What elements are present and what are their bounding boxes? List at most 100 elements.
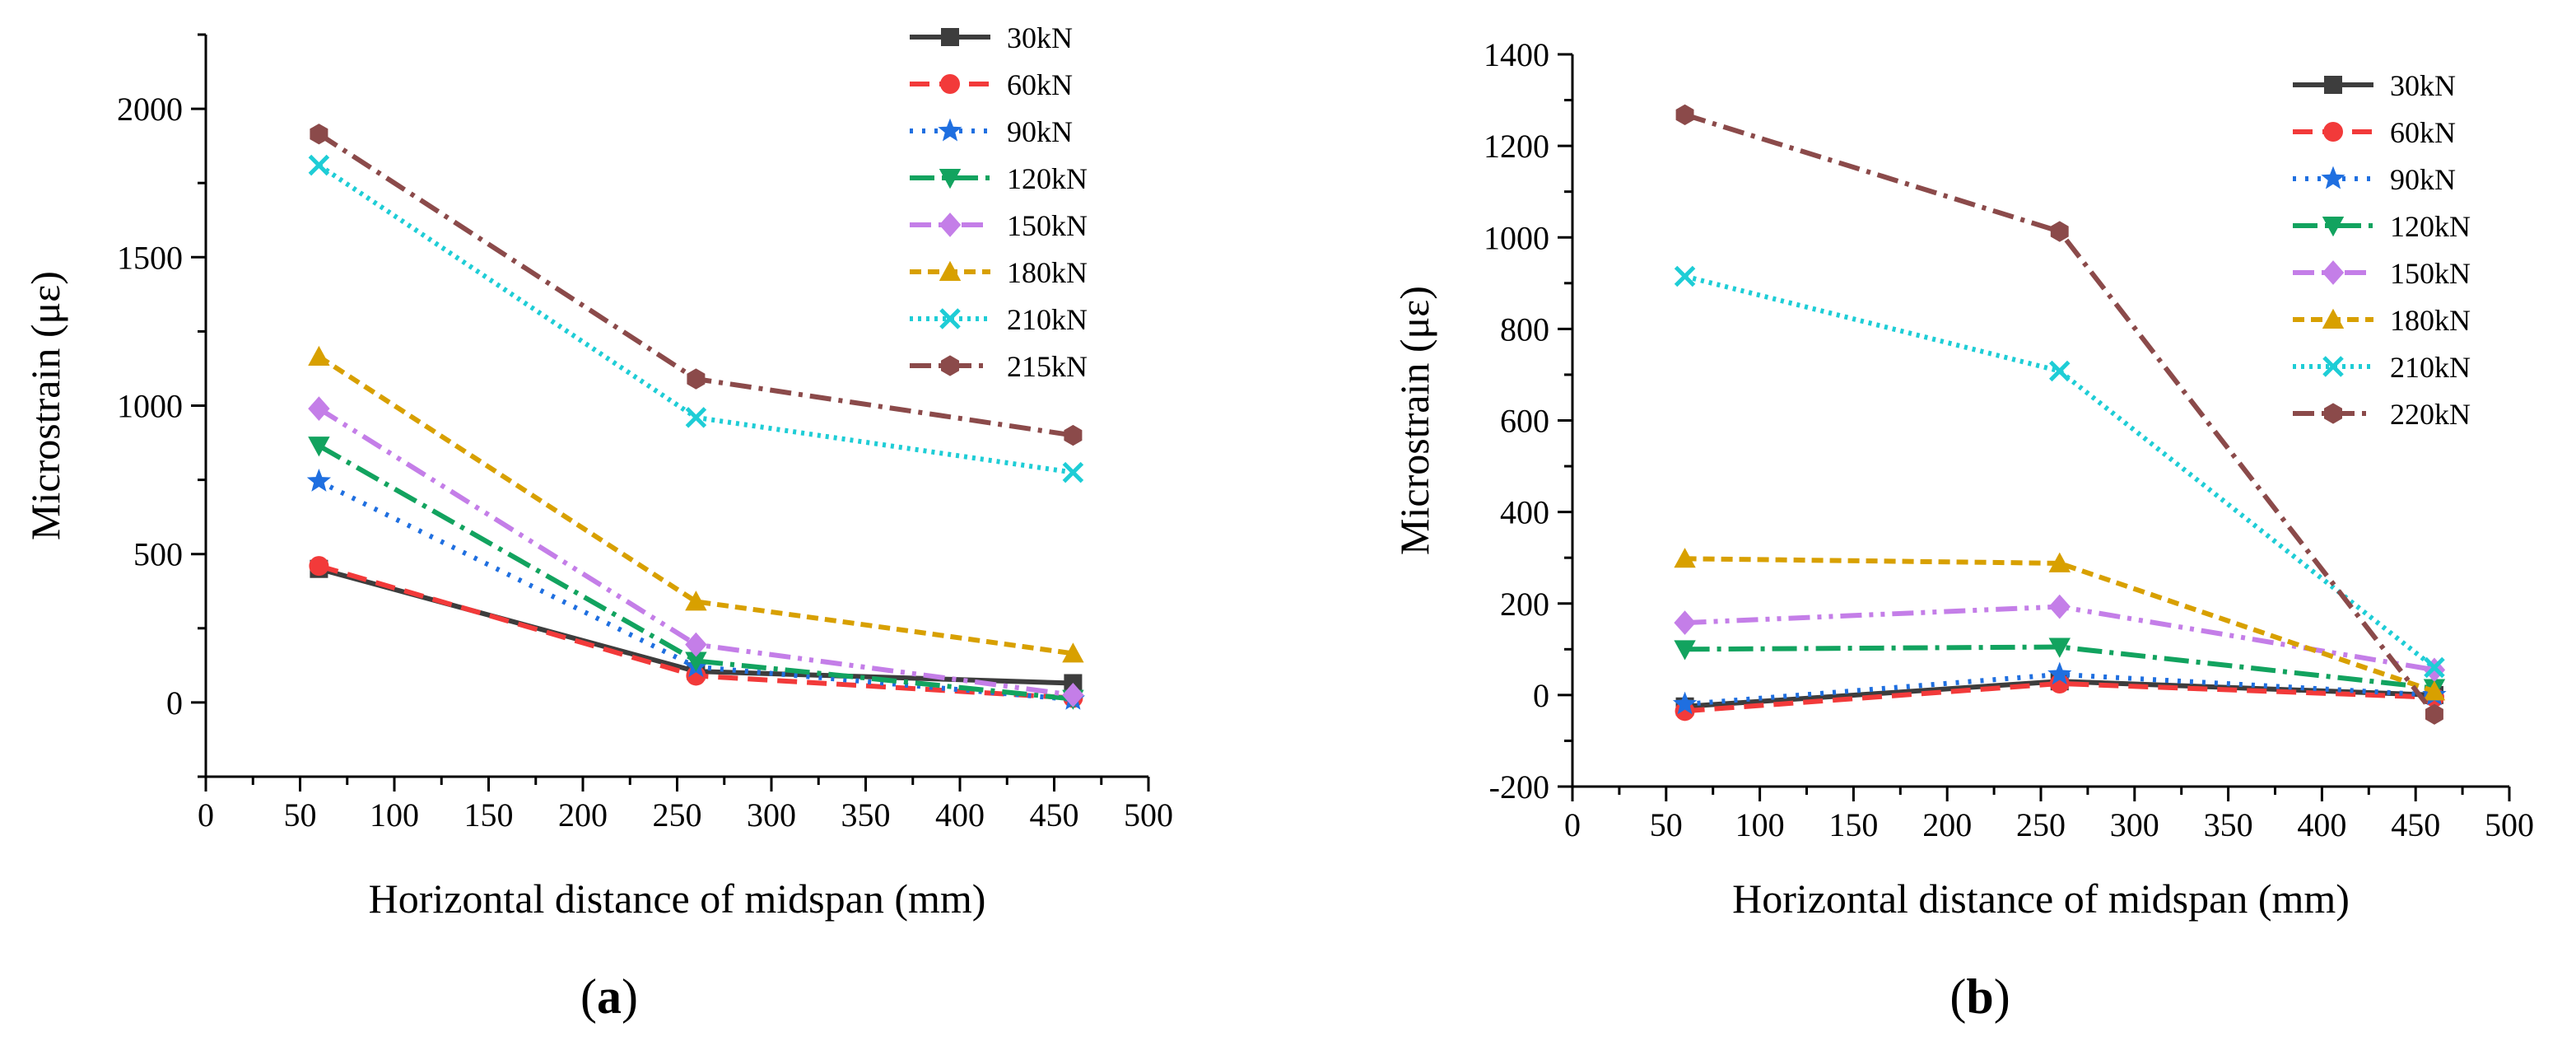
data-point-210kN — [1674, 265, 1696, 287]
legend-label: 210kN — [2390, 351, 2471, 384]
x-tick-label: 450 — [1030, 796, 1079, 834]
data-point-180kN — [2048, 552, 2071, 572]
legend-swatch-marker — [2322, 308, 2345, 329]
x-tick-label: 250 — [2016, 806, 2066, 843]
x-axis-title: Horizontal distance of midspan (mm) — [1732, 876, 2350, 922]
legend-swatch-marker — [2324, 76, 2342, 94]
x-tick-label: 100 — [370, 796, 419, 834]
y-axis-title: Microstrain (με) — [1391, 286, 1437, 555]
legend-label: 60kN — [2390, 116, 2456, 149]
y-tick-label: 1500 — [117, 239, 183, 276]
x-tick-label: 500 — [2485, 806, 2534, 843]
data-point-150kN — [308, 396, 330, 421]
y-tick-label: 2000 — [117, 91, 183, 128]
x-tick-label: 350 — [841, 796, 891, 834]
y-tick-label: 1400 — [1484, 36, 1549, 73]
legend-swatch-marker — [2324, 403, 2342, 424]
legend-label: 30kN — [1007, 21, 1073, 54]
panel-label: (b) — [1949, 969, 2010, 1024]
series-line-90kN — [1684, 671, 2435, 707]
legend-swatch-marker — [940, 74, 960, 94]
y-tick-label: 0 — [166, 684, 183, 721]
y-tick-label: 400 — [1500, 494, 1549, 531]
legend-label: 120kN — [1007, 162, 1088, 195]
data-point-220kN — [2050, 221, 2069, 242]
data-point-220kN — [2425, 703, 2443, 725]
data-point-215kN — [310, 124, 328, 145]
legend-label: 30kN — [2390, 69, 2456, 102]
x-tick-label: 300 — [2110, 806, 2159, 843]
panel-label: (a) — [580, 969, 638, 1024]
y-tick-label: 1000 — [1484, 219, 1549, 256]
data-point-180kN — [1062, 642, 1084, 663]
legend-swatch-marker — [939, 260, 962, 281]
x-tick-label: 500 — [1124, 796, 1173, 834]
series-line-120kN — [1684, 644, 2435, 691]
legend-swatch-marker — [939, 169, 962, 189]
x-tick-label: 150 — [1828, 806, 1878, 843]
series-line-60kN — [1684, 681, 2435, 714]
data-point-220kN — [1675, 104, 1694, 125]
legend-label: 180kN — [2390, 304, 2471, 337]
x-tick-label: 400 — [2297, 806, 2346, 843]
x-tick-label: 450 — [2391, 806, 2440, 843]
legend-label: 120kN — [2390, 210, 2471, 243]
legend-swatch-marker — [2322, 356, 2344, 377]
data-point-215kN — [1064, 424, 1083, 446]
data-point-210kN — [685, 407, 707, 428]
y-tick-label: 500 — [133, 536, 183, 573]
data-point-150kN — [685, 632, 707, 657]
data-point-180kN — [685, 591, 707, 611]
x-tick-label: 50 — [284, 796, 317, 834]
x-tick-label: 200 — [558, 796, 608, 834]
data-point-215kN — [687, 368, 706, 390]
x-tick-label: 350 — [2204, 806, 2253, 843]
legend-swatch-marker — [941, 355, 959, 376]
legend-swatch-marker — [2323, 122, 2343, 142]
data-point-120kN — [685, 651, 707, 672]
y-tick-label: 1200 — [1484, 128, 1549, 165]
chart-panel-b: 0 50 100 150 200 250 300 350 400 450 500 -200 0 200 40… — [1391, 36, 2534, 1024]
data-point-180kN — [1674, 548, 1696, 568]
legend-label: 180kN — [1007, 256, 1088, 289]
y-tick-label: 800 — [1500, 311, 1549, 348]
data-point-120kN — [2048, 637, 2071, 658]
x-axis-title: Horizontal distance of midspan (mm) — [369, 876, 986, 922]
legend-label: 215kN — [1007, 350, 1088, 383]
data-point-180kN — [308, 345, 330, 367]
x-tick-label: 50 — [1650, 806, 1683, 843]
data-point-210kN — [2048, 360, 2071, 382]
x-tick-label: 100 — [1735, 806, 1785, 843]
y-axis-title: Microstrain (με) — [22, 271, 68, 540]
legend-swatch-marker — [941, 28, 959, 46]
y-tick-label: -200 — [1489, 768, 1549, 806]
y-tick-label: 200 — [1500, 586, 1549, 623]
x-tick-label: 300 — [747, 796, 796, 834]
legend-label: 90kN — [1007, 115, 1073, 148]
data-point-150kN — [2048, 594, 2071, 619]
legend-label: 150kN — [2390, 257, 2471, 290]
y-tick-label: 1000 — [117, 388, 183, 425]
legend-label: 220kN — [2390, 398, 2471, 431]
data-point-150kN — [1674, 610, 1696, 635]
y-tick-label: 600 — [1500, 403, 1549, 440]
data-point-210kN — [1062, 461, 1084, 483]
data-point-150kN — [1062, 683, 1084, 707]
legend-swatch-marker — [2321, 166, 2345, 189]
series-line-180kN — [1684, 556, 2435, 694]
data-point-120kN — [308, 437, 330, 457]
x-tick-label: 150 — [464, 796, 514, 834]
x-tick-label: 200 — [1922, 806, 1972, 843]
data-point-90kN — [2047, 661, 2072, 685]
data-point-120kN — [1674, 640, 1696, 661]
legend-swatch-marker — [939, 308, 961, 329]
x-tick-label: 0 — [198, 796, 214, 834]
chart-panel-a: 0 50 100 150 200 250 300 350 400 450 500 0 500 1000 15… — [22, 21, 1173, 1024]
legend-swatch-marker — [939, 212, 962, 237]
legend-label: 210kN — [1007, 303, 1088, 336]
legend-label: 150kN — [1007, 209, 1088, 242]
legend-label: 60kN — [1007, 68, 1073, 101]
x-tick-label: 400 — [935, 796, 985, 834]
data-point-90kN — [306, 469, 331, 492]
